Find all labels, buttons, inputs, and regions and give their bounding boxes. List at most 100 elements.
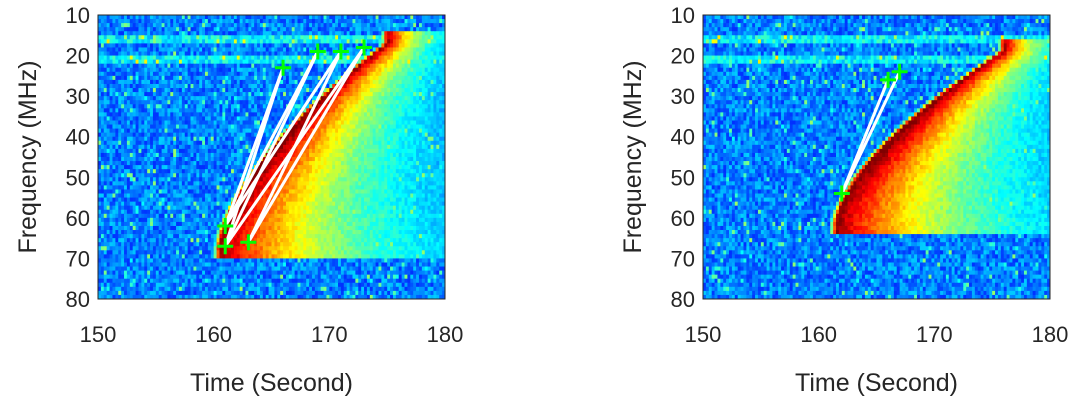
spectrogram-cell	[294, 128, 298, 134]
spectrogram-cell	[274, 120, 278, 125]
spectrogram-cell	[259, 71, 264, 77]
spectrogram-cell	[196, 100, 200, 105]
spectrogram-cell	[274, 161, 278, 166]
spectrogram-cell	[268, 112, 272, 117]
spectrogram-cell	[369, 51, 374, 56]
spectrogram-cell	[404, 55, 408, 61]
spectrogram-cell	[184, 15, 189, 20]
spectrogram-cell	[138, 173, 142, 178]
spectrogram-cell	[375, 51, 379, 56]
spectrogram-cell	[219, 79, 223, 85]
spectrogram-cell	[364, 19, 368, 24]
spectrogram-cell	[294, 27, 298, 32]
spectrogram-cell	[124, 59, 128, 65]
spectrogram-cell	[297, 51, 301, 56]
spectrogram-cell	[395, 75, 400, 81]
spectrogram-cell	[204, 144, 209, 150]
spectrogram-cell	[167, 83, 171, 89]
spectrogram-cell	[404, 35, 408, 40]
spectrogram-cell	[167, 124, 171, 129]
spectrogram-cell	[103, 92, 108, 97]
spectrogram-cell	[184, 39, 189, 44]
spectrogram-cell	[150, 27, 154, 32]
spectrogram-cell	[254, 15, 258, 20]
spectrogram-cell	[384, 136, 388, 142]
spectrogram-cell	[352, 92, 356, 97]
spectrogram-cell	[216, 128, 220, 134]
spectrogram-cell	[135, 157, 139, 162]
spectrogram-cell	[207, 136, 212, 142]
spectrogram-cell	[369, 112, 374, 117]
spectrogram-cell	[280, 157, 284, 162]
spectrogram-cell	[343, 128, 348, 134]
spectrogram-cell	[343, 120, 348, 125]
spectrogram-cell	[245, 100, 249, 105]
spectrogram-cell	[115, 39, 119, 44]
spectrogram-cell	[210, 55, 215, 61]
spectrogram-cell	[407, 132, 411, 138]
spectrogram-cell	[265, 19, 270, 24]
spectrogram-cell	[161, 63, 165, 69]
spectrogram-cell	[268, 161, 272, 166]
spectrogram-cell	[320, 144, 324, 150]
spectrogram-cell	[317, 19, 322, 24]
spectrogram-cell	[106, 19, 110, 24]
spectrogram-cell	[280, 152, 284, 158]
spectrogram-cell	[433, 124, 437, 129]
spectrogram-cell	[283, 96, 287, 101]
spectrogram-cell	[144, 75, 148, 81]
spectrogram-cell	[178, 157, 183, 162]
spectrogram-cell	[100, 177, 105, 182]
spectrogram-cell	[204, 92, 209, 97]
spectrogram-cell	[338, 177, 342, 182]
spectrogram-cell	[427, 43, 431, 48]
spectrogram-cell	[216, 59, 220, 65]
spectrogram-cell	[202, 116, 206, 121]
spectrogram-cell	[115, 83, 119, 89]
spectrogram-cell	[332, 79, 336, 85]
spectrogram-cell	[280, 96, 284, 101]
spectrogram-cell	[346, 15, 350, 20]
spectrogram-cell	[314, 75, 319, 81]
spectrogram-cell	[178, 27, 183, 32]
spectrogram-cell	[349, 128, 353, 134]
spectrogram-cell	[418, 161, 423, 166]
spectrogram-cell	[262, 39, 267, 44]
spectrogram-cell	[190, 136, 194, 142]
spectrogram-cell	[421, 75, 426, 81]
spectrogram-cell	[257, 31, 261, 36]
spectrogram-cell	[271, 63, 275, 69]
spectrogram-cell	[173, 148, 177, 154]
spectrogram-cell	[187, 23, 191, 28]
spectrogram-cell	[352, 79, 356, 85]
spectrogram-cell	[398, 140, 403, 146]
spectrogram-cell	[178, 75, 183, 81]
spectrogram-cell	[401, 140, 405, 146]
spectrogram-cell	[245, 157, 249, 162]
spectrogram-cell	[355, 157, 359, 162]
spectrogram-cell	[369, 173, 374, 178]
spectrogram-cell	[216, 104, 220, 109]
spectrogram-cell	[280, 47, 284, 52]
spectrogram-cell	[442, 19, 445, 24]
spectrogram-cell	[364, 177, 368, 182]
spectrogram-cell	[424, 104, 429, 109]
spectrogram-cell	[178, 177, 183, 182]
spectrogram-cell	[268, 128, 272, 134]
spectrogram-cell	[254, 43, 258, 48]
spectrogram-cell	[346, 144, 350, 150]
spectrogram-cell	[176, 31, 180, 36]
spectrogram-cell	[335, 100, 339, 105]
spectrogram-cell	[164, 157, 168, 162]
spectrogram-cell	[442, 165, 445, 170]
spectrogram-cell	[274, 43, 278, 48]
spectrogram-cell	[265, 23, 270, 28]
spectrogram-cell	[277, 51, 281, 56]
spectrogram-cell	[222, 144, 226, 150]
spectrogram-cell	[274, 15, 278, 20]
spectrogram-cell	[231, 79, 235, 85]
spectrogram-cell	[132, 88, 136, 93]
spectrogram-cell	[268, 75, 272, 81]
spectrogram-cell	[433, 67, 437, 73]
spectrogram-cell	[387, 47, 391, 52]
